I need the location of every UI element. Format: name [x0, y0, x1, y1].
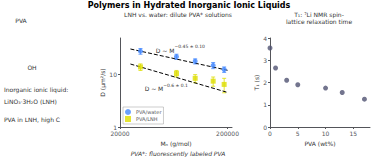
svg-text:OH: OH [27, 64, 36, 71]
svg-text:3: 3 [263, 57, 267, 64]
svg-text:Mₙ (g/mol): Mₙ (g/mol) [160, 140, 191, 148]
svg-text:LNH vs. water: dilute PVA* sol: LNH vs. water: dilute PVA* solutions [124, 11, 232, 18]
svg-text:4: 4 [263, 35, 267, 42]
svg-text:D ~ M: D ~ M [145, 85, 164, 92]
svg-text:PVA (wt%): PVA (wt%) [305, 140, 336, 147]
svg-text:1: 1 [263, 101, 267, 108]
svg-text:D (μm²/s): D (μm²/s) [99, 68, 107, 96]
svg-text:20000: 20000 [110, 130, 129, 137]
svg-text:PVA: PVA [15, 17, 27, 24]
svg-text:2: 2 [263, 79, 267, 86]
svg-text:PVA/LNH: PVA/LNH [136, 116, 158, 122]
svg-text:D ~ M: D ~ M [156, 47, 175, 54]
svg-text:1: 1 [113, 123, 117, 131]
svg-text:10: 10 [322, 130, 330, 137]
svg-text:PVA in LNH, high C: PVA in LNH, high C [4, 116, 60, 124]
svg-text:PVA/water: PVA/water [136, 109, 162, 115]
svg-text:−0.45 ± 0.10: −0.45 ± 0.10 [174, 44, 205, 49]
svg-text:lattice relaxation time: lattice relaxation time [286, 18, 352, 25]
svg-text:−0.6 ± 0.1: −0.6 ± 0.1 [163, 83, 188, 88]
svg-text:10: 10 [109, 71, 117, 78]
svg-text:0: 0 [268, 130, 272, 137]
svg-text:15: 15 [350, 130, 358, 137]
svg-text:T₁: ⁷Li NMR spin-: T₁: ⁷Li NMR spin- [294, 11, 344, 18]
svg-text:Inorganic ionic liquid:: Inorganic ionic liquid: [4, 86, 68, 94]
svg-text:5: 5 [296, 130, 300, 137]
svg-text:PVA*: fluorescently labeled PV: PVA*: fluorescently labeled PVA [131, 150, 226, 157]
svg-text:200000: 200000 [216, 130, 239, 137]
svg-text:Polymers in Hydrated Inorganic: Polymers in Hydrated Inorganic Ionic Liq… [88, 1, 291, 10]
svg-text:T₁ (s): T₁ (s) [253, 75, 260, 92]
svg-text:LiNO₃·3H₂O (LNH): LiNO₃·3H₂O (LNH) [4, 98, 57, 105]
svg-text:0: 0 [263, 124, 267, 131]
